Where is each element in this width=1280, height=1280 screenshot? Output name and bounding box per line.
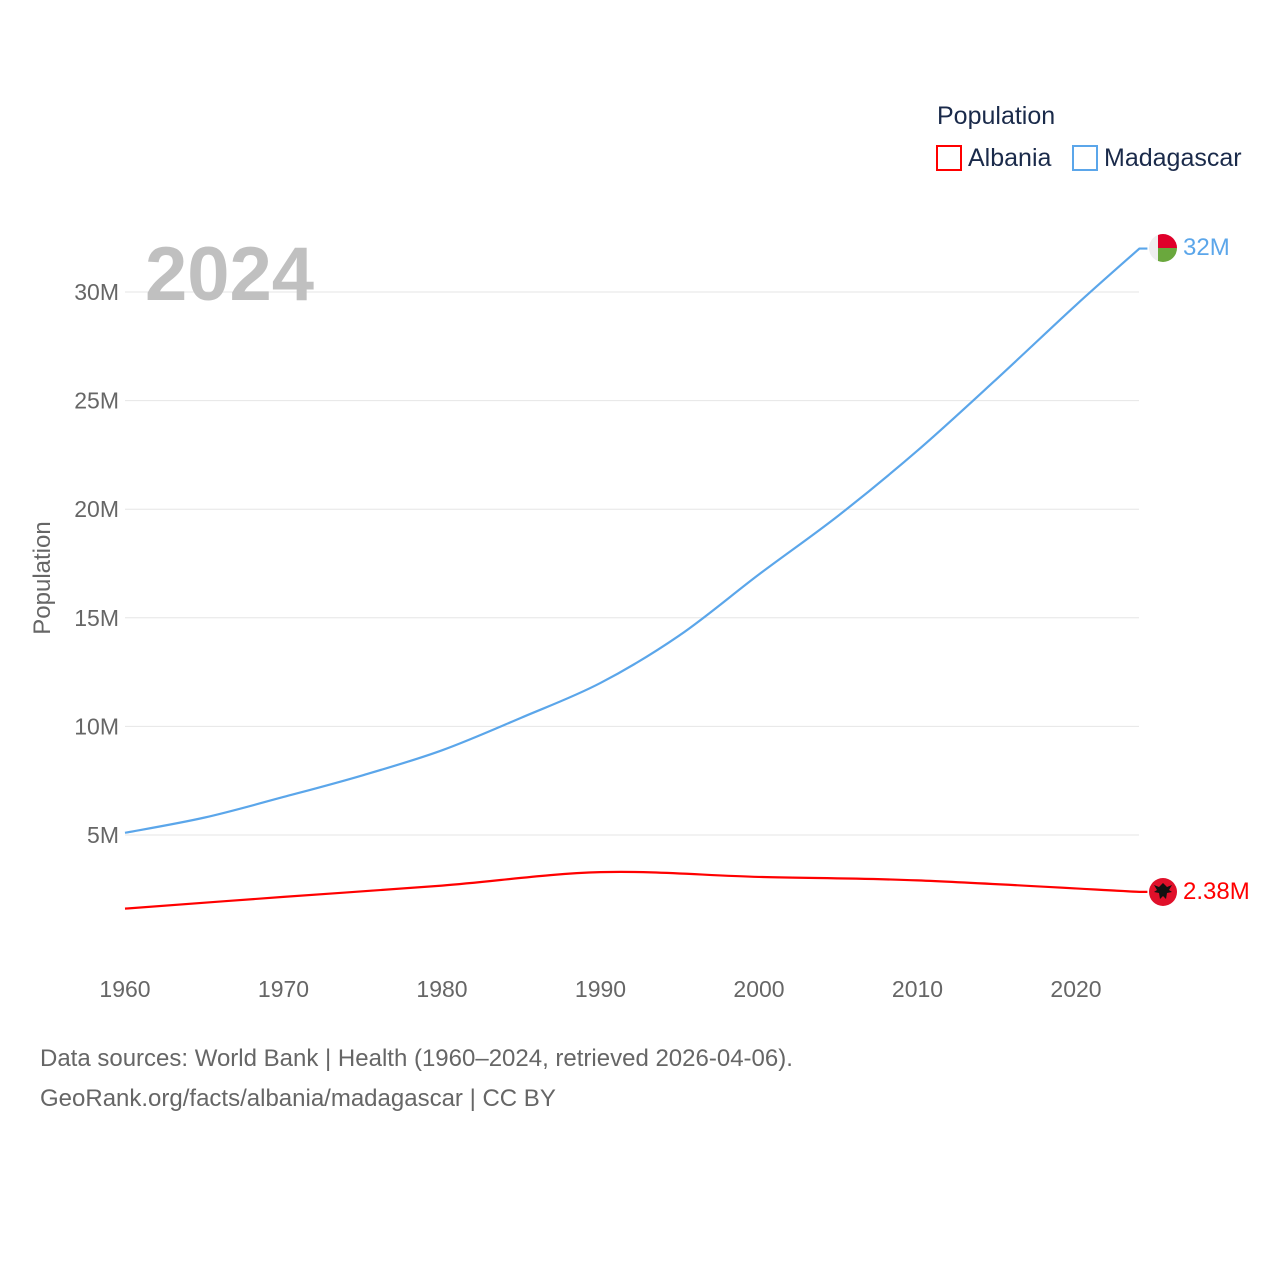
legend-label: Albania (968, 144, 1051, 172)
x-tick-label: 2020 (1050, 976, 1101, 1002)
y-tick-label: 5M (87, 822, 119, 848)
legend-item-madagascar[interactable]: Madagascar (1072, 144, 1242, 172)
y-tick-label: 10M (74, 713, 119, 739)
legend-title: Population (937, 102, 1055, 130)
x-tick-label: 1970 (258, 976, 309, 1002)
legend-label: Madagascar (1104, 144, 1242, 172)
y-tick-label: 15M (74, 605, 119, 631)
year-watermark: 2024 (145, 232, 314, 317)
x-tick-label: 1960 (99, 976, 150, 1002)
x-tick-label: 2010 (892, 976, 943, 1002)
legend: Population Albania Madagascar (936, 102, 1242, 172)
series-line-albania (124, 870, 1148, 910)
y-axis-label: Population (29, 521, 56, 634)
footer-sources: Data sources: World Bank | Health (1960–… (40, 1045, 793, 1072)
y-tick-label: 25M (74, 388, 119, 414)
legend-item-albania[interactable]: Albania (936, 144, 1051, 172)
series-line-madagascar (124, 247, 1148, 834)
y-tick-label: 30M (74, 279, 119, 305)
x-tick-label: 2000 (733, 976, 784, 1002)
footer-link[interactable]: GeoRank.org/facts/albania/madagascar | C… (40, 1085, 556, 1112)
x-tick-label: 1990 (575, 976, 626, 1002)
albania-flag-icon (1149, 878, 1177, 906)
madagascar-end-label: 32M (1183, 234, 1230, 261)
madagascar-flag-icon (1149, 234, 1177, 262)
albania-end-label: 2.38M (1183, 878, 1250, 905)
y-tick-label: 20M (74, 496, 119, 522)
x-tick-label: 1980 (416, 976, 467, 1002)
